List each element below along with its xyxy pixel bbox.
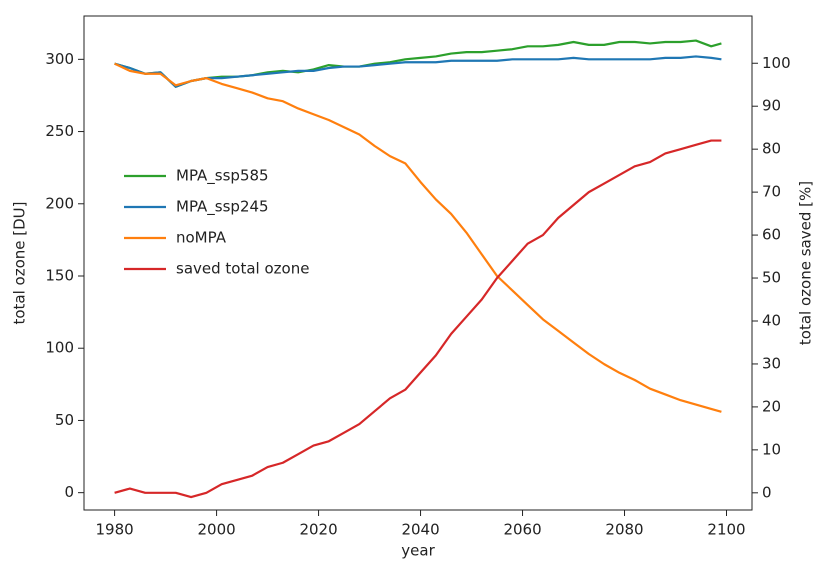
y-tick-label: 0 <box>64 483 74 501</box>
legend-label: MPA_ssp245 <box>176 198 269 217</box>
y-tick-label: 50 <box>55 411 74 429</box>
y2-tick-label: 70 <box>762 183 781 201</box>
x-axis-label: year <box>401 542 435 560</box>
y-tick-label: 250 <box>45 122 74 140</box>
x-tick-label: 2000 <box>197 521 235 539</box>
y2-tick-label: 10 <box>762 440 781 458</box>
y2-tick-label: 100 <box>762 54 791 72</box>
x-tick-label: 2080 <box>605 521 643 539</box>
y-tick-label: 200 <box>45 194 74 212</box>
y2-tick-label: 90 <box>762 97 781 115</box>
y2-tick-label: 30 <box>762 354 781 372</box>
y2-tick-label: 50 <box>762 269 781 287</box>
x-tick-label: 1980 <box>96 521 134 539</box>
y-axis-label: total ozone [DU] <box>11 201 29 324</box>
legend-label: MPA_ssp585 <box>176 167 269 186</box>
y-tick-label: 150 <box>45 267 74 285</box>
x-tick-label: 2040 <box>401 521 439 539</box>
y-tick-label: 300 <box>45 50 74 68</box>
series-line <box>114 39 722 88</box>
y2-tick-label: 80 <box>762 140 781 158</box>
series-line <box>114 139 722 499</box>
y2-tick-label: 60 <box>762 226 781 244</box>
series-line <box>114 62 722 413</box>
y2-tick-label: 40 <box>762 311 781 329</box>
y-tick-label: 100 <box>45 339 74 357</box>
y2-tick-label: 0 <box>762 483 772 501</box>
y2-tick-label: 20 <box>762 397 781 415</box>
x-tick-label: 2060 <box>503 521 541 539</box>
legend-label: noMPA <box>176 229 227 247</box>
y2-axis-label: total ozone saved [%] <box>797 181 815 345</box>
x-tick-label: 2100 <box>707 521 745 539</box>
series-line <box>114 55 722 88</box>
x-tick-label: 2020 <box>299 521 337 539</box>
legend-label: saved total ozone <box>176 260 309 278</box>
plot-frame <box>83 15 753 511</box>
